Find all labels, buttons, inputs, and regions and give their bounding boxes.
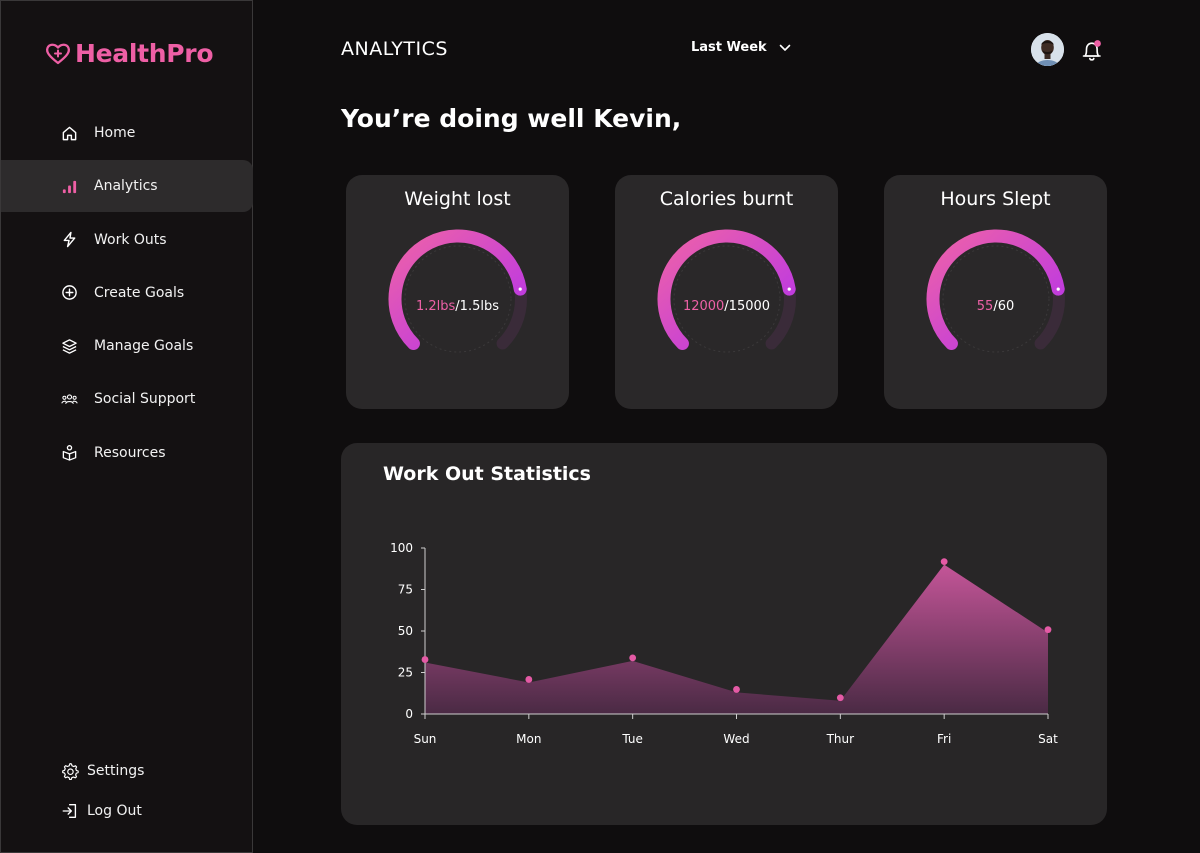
chevron-down-icon — [779, 44, 791, 51]
stat-current: 55 — [976, 299, 994, 314]
sidebar-item-label: Home — [94, 125, 136, 141]
logout-button[interactable]: Log Out — [1, 791, 253, 831]
user-avatar — [1031, 33, 1064, 66]
date-range-value: Last Week — [691, 40, 767, 55]
layers-icon — [62, 338, 77, 354]
gear-icon — [62, 763, 79, 780]
sidebar-item-workouts[interactable]: Work Outs — [1, 214, 253, 266]
sidebar-item-label: Analytics — [94, 178, 158, 195]
logout-icon — [62, 804, 77, 818]
data-point — [836, 694, 844, 702]
settings-button[interactable]: Settings — [1, 751, 253, 791]
plus-circle-icon — [62, 285, 77, 301]
y-tick-label: 25 — [398, 666, 413, 680]
y-tick-label: 0 — [405, 707, 413, 721]
bar-chart-icon — [62, 180, 77, 193]
sidebar: HealthPro Home Analytics Work Outs Creat… — [0, 0, 253, 853]
x-tick-label: Fri — [937, 732, 951, 746]
workout-statistics-panel: Work Out Statistics 0 25 50 75 100 Sun Mon Tue W… — [341, 443, 1107, 825]
stat-card-value: 12000/15000 — [615, 299, 838, 314]
stat-card-title: Hours Slept — [940, 188, 1051, 210]
greeting: You’re doing well Kevin, — [341, 104, 682, 133]
y-tick-label: 100 — [390, 541, 413, 555]
logout-label: Log Out — [87, 803, 142, 819]
sidebar-item-label: Work Outs — [94, 231, 167, 248]
notification-dot — [1094, 40, 1101, 47]
y-tick-label: 50 — [398, 624, 413, 638]
x-tick-label: Sat — [1038, 732, 1058, 746]
y-tick-label: 75 — [398, 583, 413, 597]
progress-ring — [657, 229, 796, 353]
data-point — [421, 656, 429, 663]
stat-target: /1.5lbs — [455, 299, 499, 314]
progress-inner-ring — [673, 245, 781, 353]
data-point — [525, 676, 533, 683]
sidebar-bottom: Settings Log Out — [1, 751, 253, 831]
stat-current: 12000 — [682, 299, 725, 314]
progress-inner-ring — [404, 245, 512, 353]
progress-fill — [926, 229, 1065, 351]
data-point — [733, 686, 740, 693]
progress-fill — [657, 229, 796, 351]
data-point — [1044, 626, 1052, 634]
stat-card-title: Weight lost — [404, 188, 511, 210]
sidebar-item-social-support[interactable]: Social Support — [1, 373, 253, 425]
sidebar-item-label: Resources — [94, 444, 166, 461]
book-hand-icon — [62, 445, 77, 461]
stat-card-calories: Calories burnt 12000/15000 — [615, 175, 838, 409]
x-tick-label: Thur — [826, 732, 855, 746]
progress-ring — [388, 229, 527, 353]
progress-knob — [787, 287, 791, 291]
stat-card-weight: Weight lost 1.2lbs/1.5lbs — [346, 175, 569, 409]
sidebar-item-resources[interactable]: Resources — [1, 427, 253, 479]
x-tick-label: Wed — [723, 732, 749, 746]
x-tick-label: Mon — [516, 732, 541, 746]
sidebar-nav: Home Analytics Work Outs Create Goals Ma — [1, 107, 253, 480]
stat-card-value: 55/60 — [884, 299, 1107, 314]
panel-title: Work Out Statistics — [383, 463, 591, 485]
home-icon — [62, 126, 77, 140]
progress-knob — [518, 287, 522, 291]
stat-card-value: 1.2lbs/1.5lbs — [346, 299, 569, 314]
settings-label: Settings — [87, 763, 145, 779]
progress-knob — [1056, 287, 1060, 291]
stat-target: /60 — [993, 299, 1015, 314]
heart-plus-icon — [46, 43, 70, 64]
lightning-icon — [63, 231, 76, 248]
progress-fill — [388, 229, 527, 351]
avatar[interactable] — [1031, 33, 1064, 66]
area-series — [425, 564, 1048, 714]
data-point — [940, 558, 948, 565]
stat-card-sleep: Hours Slept 55/60 — [884, 175, 1107, 409]
x-tick-label: Tue — [621, 732, 643, 746]
date-range-select[interactable]: Last Week — [691, 40, 791, 55]
users-icon — [61, 394, 78, 404]
sidebar-item-manage-goals[interactable]: Manage Goals — [1, 320, 253, 372]
stat-target: /15000 — [724, 299, 771, 314]
logo-text: HealthPro — [75, 39, 214, 68]
x-tick-label: Sun — [414, 732, 437, 746]
sidebar-item-label: Create Goals — [94, 284, 185, 301]
sidebar-item-home[interactable]: Home — [1, 107, 253, 159]
sidebar-item-label: Manage Goals — [94, 338, 194, 355]
progress-inner-ring — [942, 245, 1050, 353]
workout-chart: 0 25 50 75 100 Sun Mon Tue Wed Thur Fri Sat — [390, 541, 1058, 746]
page-title: ANALYTICS — [341, 38, 448, 60]
sidebar-item-analytics[interactable]: Analytics — [1, 160, 253, 213]
bell-icon[interactable] — [1079, 38, 1105, 64]
sidebar-item-create-goals[interactable]: Create Goals — [1, 267, 253, 319]
stat-current: 1.2lbs — [415, 299, 456, 314]
logo[interactable]: HealthPro — [45, 39, 214, 68]
data-point — [629, 654, 637, 662]
progress-ring — [926, 229, 1065, 353]
stat-card-title: Calories burnt — [659, 188, 794, 210]
sidebar-item-label: Social Support — [94, 391, 196, 408]
